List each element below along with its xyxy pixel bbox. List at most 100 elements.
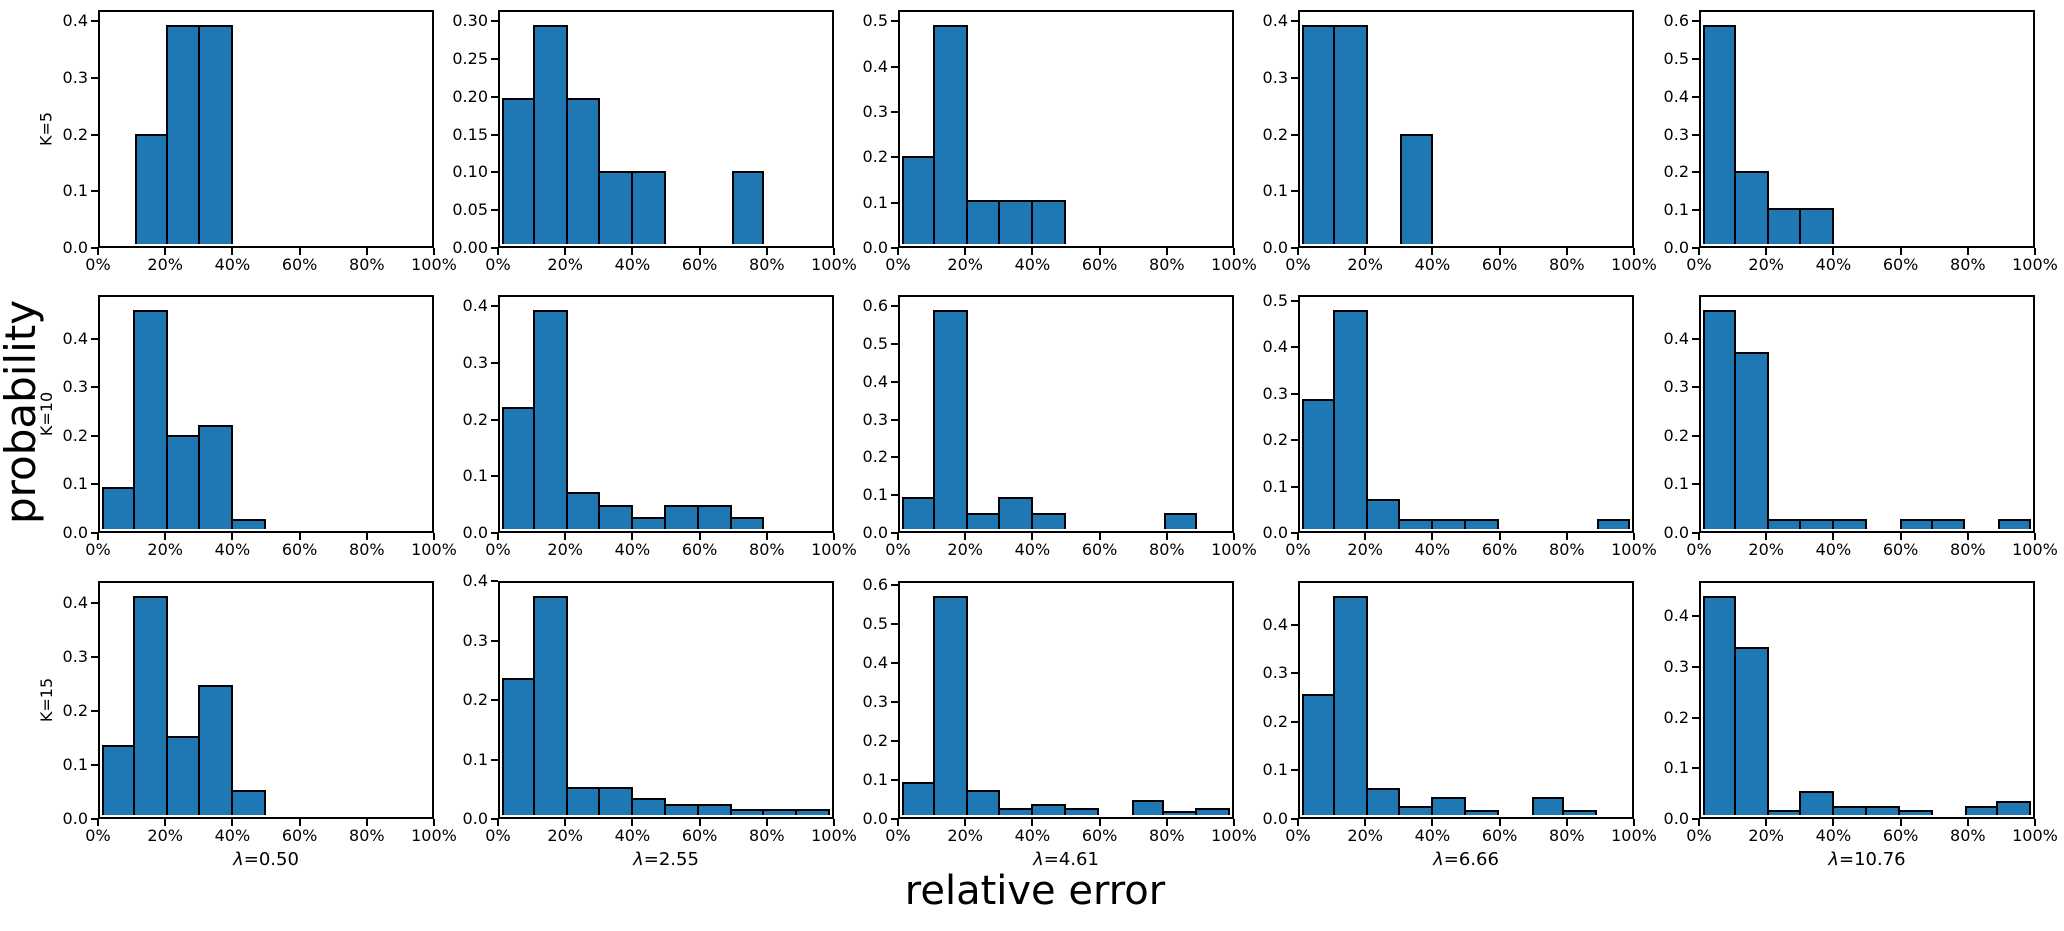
- x-tick-mark: [1832, 248, 1835, 255]
- x-tick-label: 80%: [1549, 540, 1585, 559]
- y-tick-label: 0.2: [62, 124, 88, 144]
- y-tick-mark: [91, 655, 98, 658]
- histogram-bar: [502, 407, 535, 529]
- x-tick-mark: [97, 819, 99, 826]
- x-tick-label: 60%: [281, 826, 318, 845]
- y-tick-label: 0.0: [1262, 523, 1288, 542]
- histogram-bar: [696, 504, 732, 529]
- x-tick-mark: [1633, 533, 1635, 540]
- y-tick-mark: [1692, 95, 1699, 98]
- histogram-bar: [729, 516, 765, 529]
- histogram-bar: [1832, 518, 1867, 529]
- y-tick-label: 0.3: [1262, 663, 1288, 683]
- x-tick-label: 100%: [411, 826, 457, 845]
- x-tick-label: 20%: [947, 826, 983, 845]
- y-tick-mark: [491, 818, 498, 820]
- histogram-bar: [1464, 519, 1499, 529]
- x-tick-mark: [1431, 819, 1434, 826]
- y-tick-label: 0.0: [862, 238, 888, 257]
- y-tick-mark: [1291, 439, 1298, 442]
- x-tick-label: 60%: [1081, 255, 1118, 274]
- histogram-bar: [1031, 804, 1066, 815]
- x-tick-mark: [365, 819, 368, 826]
- x-tick-mark: [1031, 533, 1034, 540]
- x-tick-label: 0%: [85, 826, 111, 845]
- x-tick-label: 100%: [1211, 826, 1257, 845]
- y-tick-label: 0.4: [62, 328, 88, 348]
- histogram-bar: [532, 595, 568, 815]
- x-tick-label: 0%: [885, 255, 911, 274]
- histogram-bar: [165, 735, 201, 815]
- histogram-bar: [965, 789, 1001, 815]
- histogram-bar: [231, 518, 266, 529]
- histogram-bar: [165, 435, 201, 529]
- y-tick-label: 0.2: [1663, 707, 1689, 727]
- x-tick-mark: [298, 248, 301, 255]
- y-tick-mark: [1692, 337, 1699, 340]
- y-tick-mark: [891, 456, 898, 459]
- x-tick-mark: [897, 819, 899, 826]
- y-tick-label: 0.10: [452, 162, 488, 182]
- y-tick-mark: [91, 601, 98, 604]
- y-tick-label: 0.1: [862, 485, 888, 505]
- x-tick-label: 60%: [281, 255, 318, 274]
- y-tick-label: 0.4: [1663, 606, 1689, 626]
- y-tick-mark: [491, 699, 498, 701]
- x-tick-mark: [1233, 819, 1235, 826]
- y-tick-mark: [491, 305, 498, 308]
- x-tick-label: 100%: [811, 255, 857, 274]
- y-tick-mark: [491, 639, 498, 642]
- x-tick-label: 20%: [147, 826, 183, 845]
- x-tick-label: 80%: [1549, 255, 1585, 274]
- x-tick-mark: [1098, 248, 1101, 255]
- y-tick-label: 0.3: [62, 377, 88, 397]
- x-tick-mark: [1698, 533, 1700, 540]
- y-tick-label: 0.1: [62, 474, 88, 494]
- x-tick-mark: [1364, 819, 1367, 826]
- y-tick-mark: [891, 661, 898, 664]
- y-tick-mark: [1291, 818, 1298, 820]
- x-tick-mark: [1765, 819, 1768, 826]
- histogram-bar: [1302, 24, 1335, 244]
- y-tick-label: 0.1: [1663, 758, 1689, 778]
- y-tick-mark: [491, 171, 498, 174]
- y-tick-label: 0.5: [862, 613, 888, 633]
- histogram-bar: [631, 170, 666, 244]
- x-tick-mark: [964, 819, 967, 826]
- y-tick-mark: [1291, 623, 1298, 626]
- histogram-bar: [902, 781, 935, 815]
- x-tick-label: 0%: [885, 826, 911, 845]
- histogram-bar: [1996, 800, 2031, 815]
- histogram-bars: [502, 14, 830, 244]
- x-tick-label: 100%: [411, 540, 457, 559]
- y-tick-label: 0.2: [862, 447, 888, 467]
- plot-area: [1699, 295, 2035, 533]
- x-tick-mark: [964, 533, 967, 540]
- y-tick-label: 0.15: [452, 124, 488, 144]
- subplot-K15-lambda0.50: 0.0 0.1 0.2 0.3 0.4 0% 20% 40% 60% 80% 100% K=15 λ=0…: [37, 581, 457, 870]
- subplot-K10-lambda0.50: 0.0 0.1 0.2 0.3 0.4 0% 20% 40% 60% 80% 100% K=10: [37, 295, 457, 558]
- histogram-bar: [1332, 24, 1368, 244]
- y-tick-mark: [891, 247, 898, 249]
- y-tick-label: 0.3: [862, 691, 888, 711]
- y-tick-label: 0.1: [1262, 181, 1288, 201]
- histogram-bars: [1703, 14, 2031, 244]
- histogram-bar: [132, 309, 168, 529]
- histogram-bar: [1164, 512, 1198, 529]
- x-tick-label: 60%: [281, 540, 318, 559]
- x-tick-label: 20%: [1748, 540, 1784, 559]
- y-tick-label: 0.4: [62, 11, 88, 31]
- x-tick-mark: [365, 533, 368, 540]
- histogram-bar: [998, 200, 1034, 244]
- x-tick-label: 40%: [614, 540, 651, 559]
- histogram-bar: [102, 487, 135, 529]
- subplot-K10-lambda4.61: 0.0 0.1 0.2 0.3 0.4 0.5 0.6 0% 20% 40% 60% 80% 100%: [863, 295, 1257, 558]
- subplot-K15-lambda10.76: 0.0 0.1 0.2 0.3 0.4 0% 20% 40% 60% 80% 100% λ=10.76: [1664, 581, 2058, 870]
- y-tick-mark: [1291, 77, 1298, 79]
- y-tick-label: 0.1: [1663, 200, 1689, 220]
- y-tick-label: 0.2: [462, 690, 488, 709]
- x-tick-label: 40%: [614, 826, 651, 845]
- x-tick-mark: [298, 533, 301, 540]
- x-tick-label: 100%: [411, 255, 457, 274]
- x-tick-mark: [1633, 819, 1635, 826]
